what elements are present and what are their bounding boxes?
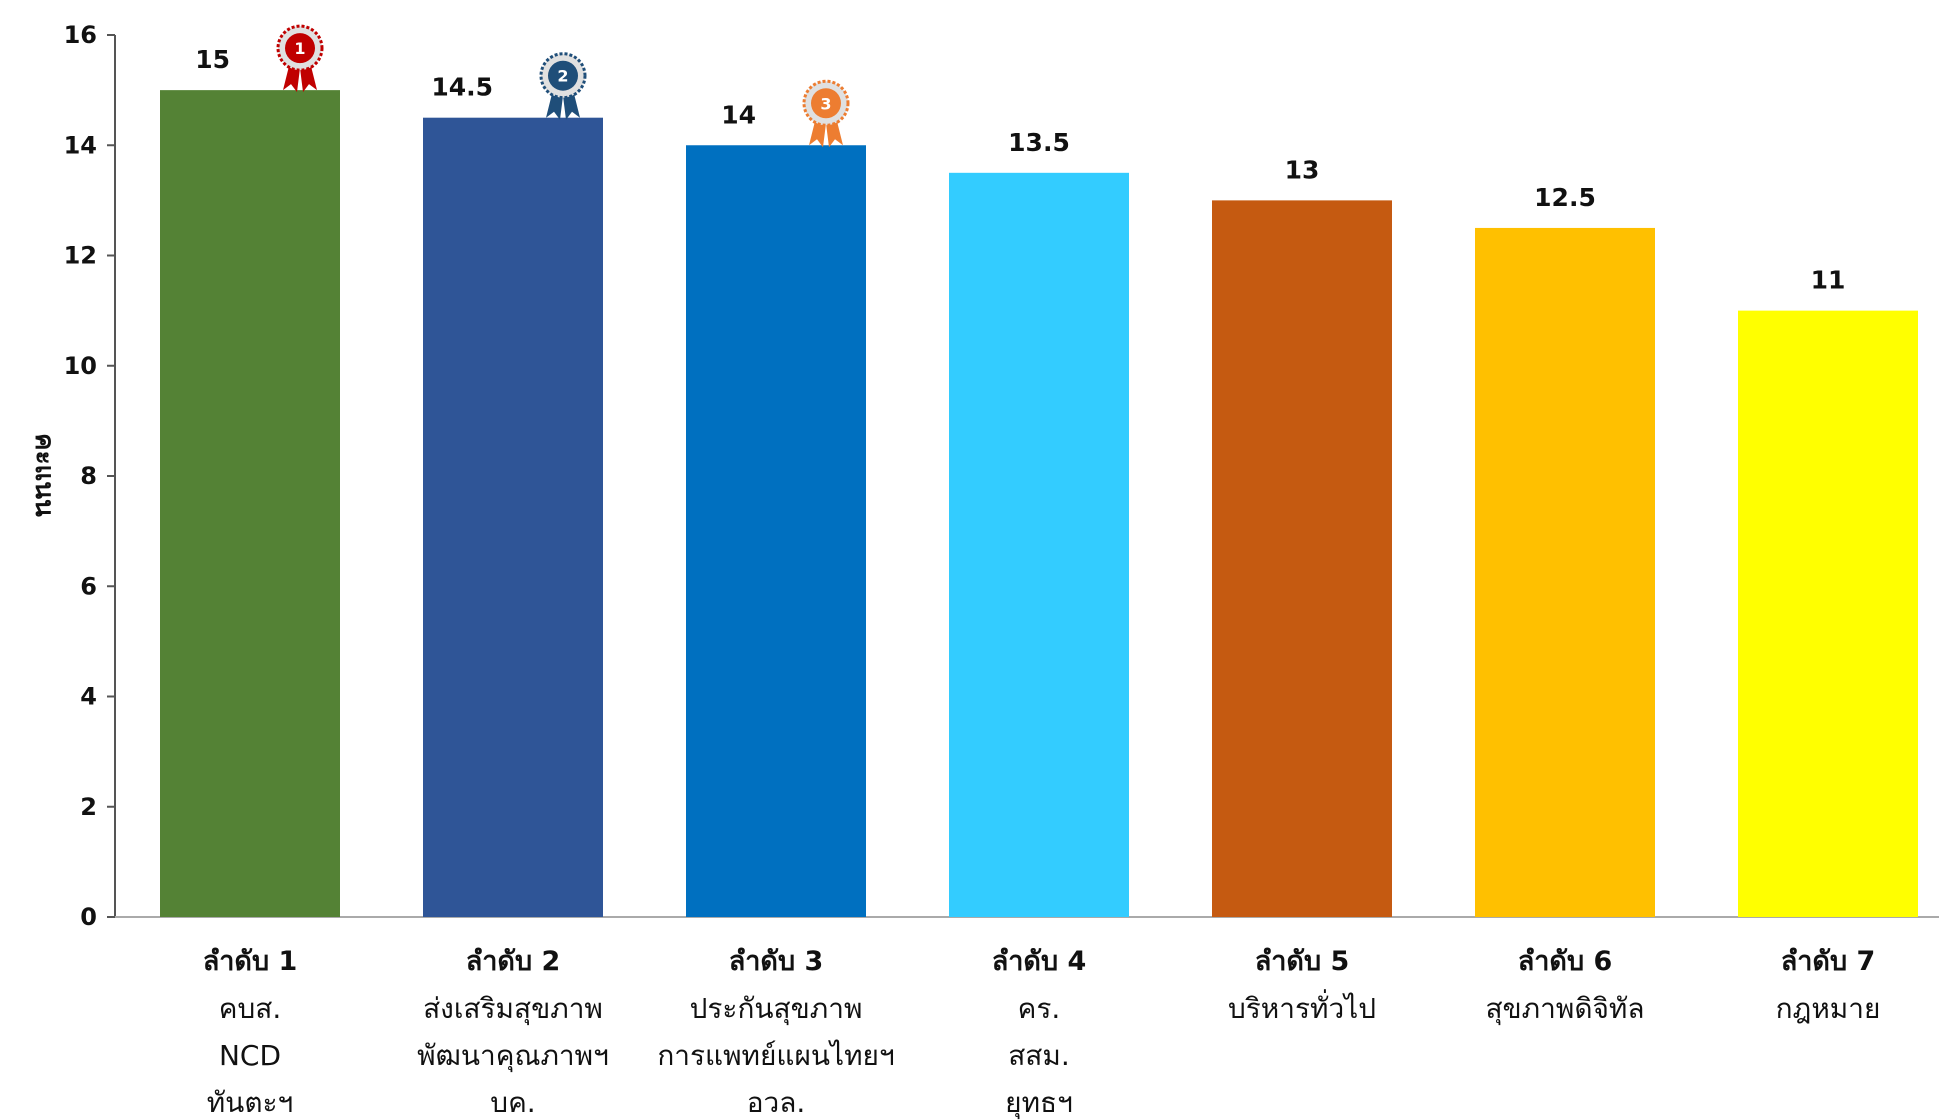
bar <box>1212 200 1392 917</box>
value-label: 15 <box>195 45 230 74</box>
y-tick-label: 10 <box>64 352 97 380</box>
category-name-line: การแพทย์แผนไทยฯ <box>657 1039 894 1072</box>
category-name-line: บริหารทั่วไป <box>1228 989 1376 1025</box>
category-rank-label: ลำดับ 3 <box>729 946 824 977</box>
y-tick-label: 8 <box>80 462 97 490</box>
value-label: 12.5 <box>1534 183 1596 212</box>
bar <box>423 117 603 917</box>
y-tick-label: 0 <box>80 903 97 931</box>
category-name-line: บค. <box>490 1086 535 1119</box>
bars <box>160 90 1918 917</box>
category-name-line: สสม. <box>1008 1039 1070 1072</box>
bar <box>949 172 1129 917</box>
category-name-line: อวล. <box>747 1086 806 1119</box>
bar <box>160 90 340 917</box>
value-label: 14.5 <box>431 73 493 102</box>
bar <box>1475 227 1655 917</box>
y-tick-label: 12 <box>64 242 97 270</box>
category-rank-label: ลำดับ 4 <box>992 946 1087 977</box>
medal-number: 3 <box>820 94 831 113</box>
value-label: 13 <box>1285 155 1320 184</box>
medal-center <box>811 88 841 119</box>
category-rank-label: ลำดับ 5 <box>1255 946 1350 977</box>
category-name-line: ทันตะฯ <box>207 1086 294 1119</box>
y-tick-label: 2 <box>80 793 97 821</box>
y-tick-label: 16 <box>64 21 97 49</box>
value-label: 14 <box>721 100 756 129</box>
bar <box>686 145 866 917</box>
y-tick-label: 4 <box>80 683 97 711</box>
category-rank-label: ลำดับ 7 <box>1781 946 1876 977</box>
category-name-line: NCD <box>219 1039 281 1072</box>
bronze-medal-ribbon-icon: 3 <box>802 79 850 148</box>
y-tick-label: 6 <box>80 572 97 600</box>
silver-medal-ribbon-icon: 2 <box>539 52 587 120</box>
y-tick-label: 14 <box>64 131 97 159</box>
gold-medal-ribbon-icon: 1 <box>276 24 324 93</box>
category-name-line: พัฒนาคุณภาพฯ <box>417 1039 609 1073</box>
value-label: 11 <box>1811 266 1846 295</box>
medals: 1 2 3 <box>276 24 850 148</box>
medal-center <box>285 33 315 64</box>
value-labels: 15 14.5 14 13.5 13 12.5 11 <box>195 45 1845 295</box>
category-rank-label: ลำดับ 6 <box>1518 946 1613 977</box>
medal-number: 1 <box>294 39 305 58</box>
y-axis-title: คะแนน <box>29 433 59 517</box>
value-label: 13.5 <box>1008 128 1070 157</box>
category-name-line: ประกันสุขภาพ <box>690 992 863 1026</box>
category-name-line: คร. <box>1018 992 1061 1025</box>
medal-number: 2 <box>557 67 568 86</box>
category-name-line: คบส. <box>219 992 282 1025</box>
bar <box>1738 310 1918 917</box>
category-name-line: สุขภาพดิจิทัล <box>1485 992 1644 1026</box>
medal-center <box>548 60 578 91</box>
category-labels: ลำดับ 1 คบส. NCD ทันตะฯ ลำดับ 2 ส่งเสริมสุขภา… <box>203 946 1881 1120</box>
y-axis-ticks: 0 2 4 6 8 10 12 14 16 <box>64 21 115 931</box>
category-rank-label: ลำดับ 2 <box>466 946 561 977</box>
category-name-line: ยุทธฯ <box>1005 1086 1073 1120</box>
category-name-line: กฎหมาย <box>1776 992 1881 1025</box>
category-rank-label: ลำดับ 1 <box>203 946 298 977</box>
category-name-line: ส่งเสริมสุขภาพ <box>423 992 603 1026</box>
